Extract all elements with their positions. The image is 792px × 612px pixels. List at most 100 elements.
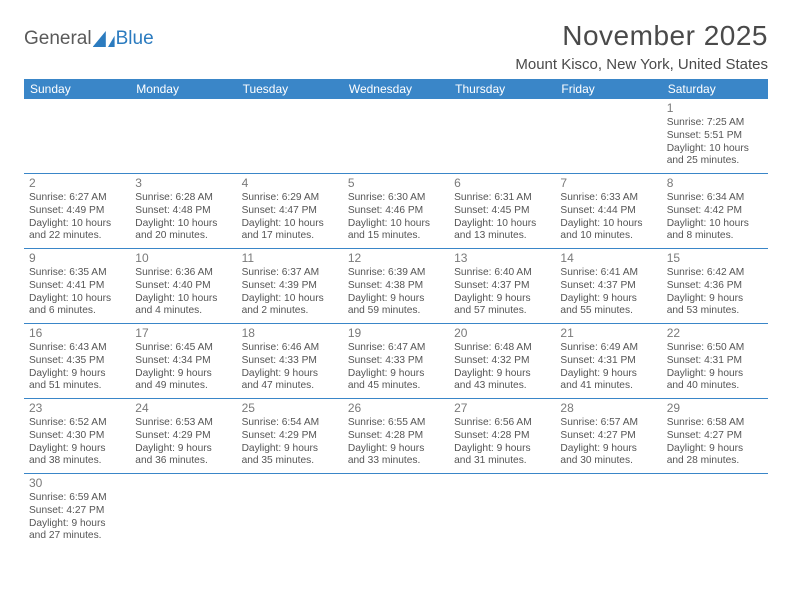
week-row: 2Sunrise: 6:27 AMSunset: 4:49 PMDaylight…	[24, 174, 768, 249]
day-detail-line: Sunset: 4:34 PM	[135, 355, 231, 368]
day-detail-line: Daylight: 9 hours	[560, 293, 656, 306]
day-detail-line: Daylight: 9 hours	[667, 443, 763, 456]
day-detail-line: Sunset: 4:30 PM	[29, 430, 125, 443]
day-header-sat: Saturday	[662, 79, 768, 99]
day-detail-line: and 4 minutes.	[135, 305, 231, 318]
day-header-tue: Tuesday	[237, 79, 343, 99]
day-number: 2	[29, 176, 125, 191]
day-detail-line: Sunrise: 6:54 AM	[242, 417, 338, 430]
day-number: 17	[135, 326, 231, 341]
day-cell	[237, 474, 343, 548]
day-number: 15	[667, 251, 763, 266]
day-detail-line: Daylight: 9 hours	[135, 443, 231, 456]
day-detail-line: and 36 minutes.	[135, 455, 231, 468]
logo-text-blue: Blue	[116, 28, 154, 50]
day-detail-line: and 6 minutes.	[29, 305, 125, 318]
day-cell: 9Sunrise: 6:35 AMSunset: 4:41 PMDaylight…	[24, 249, 130, 323]
day-number: 20	[454, 326, 550, 341]
day-detail-line: Sunset: 4:31 PM	[560, 355, 656, 368]
day-detail-line: Sunrise: 6:49 AM	[560, 342, 656, 355]
day-detail-line: Sunrise: 6:56 AM	[454, 417, 550, 430]
day-cell	[237, 99, 343, 173]
day-cell: 27Sunrise: 6:56 AMSunset: 4:28 PMDayligh…	[449, 399, 555, 473]
day-cell: 2Sunrise: 6:27 AMSunset: 4:49 PMDaylight…	[24, 174, 130, 248]
location-text: Mount Kisco, New York, United States	[515, 56, 768, 73]
day-detail-line: Sunrise: 6:27 AM	[29, 192, 125, 205]
day-cell: 3Sunrise: 6:28 AMSunset: 4:48 PMDaylight…	[130, 174, 236, 248]
day-cell	[130, 99, 236, 173]
day-detail-line: Daylight: 9 hours	[560, 368, 656, 381]
month-title: November 2025	[515, 20, 768, 52]
day-header-fri: Friday	[555, 79, 661, 99]
weeks-container: 1Sunrise: 7:25 AMSunset: 5:51 PMDaylight…	[24, 99, 768, 548]
day-detail-line: Daylight: 9 hours	[29, 368, 125, 381]
day-number: 7	[560, 176, 656, 191]
day-cell	[343, 474, 449, 548]
day-cell: 25Sunrise: 6:54 AMSunset: 4:29 PMDayligh…	[237, 399, 343, 473]
day-detail-line: and 51 minutes.	[29, 380, 125, 393]
day-detail-line: Sunrise: 6:50 AM	[667, 342, 763, 355]
day-detail-line: and 59 minutes.	[348, 305, 444, 318]
page-header: General Blue November 2025 Mount Kisco, …	[24, 20, 768, 73]
day-number: 6	[454, 176, 550, 191]
day-detail-line: Sunset: 4:46 PM	[348, 205, 444, 218]
week-row: 23Sunrise: 6:52 AMSunset: 4:30 PMDayligh…	[24, 399, 768, 474]
day-detail-line: Daylight: 10 hours	[135, 293, 231, 306]
day-detail-line: and 55 minutes.	[560, 305, 656, 318]
day-cell: 29Sunrise: 6:58 AMSunset: 4:27 PMDayligh…	[662, 399, 768, 473]
day-number: 23	[29, 401, 125, 416]
week-row: 30Sunrise: 6:59 AMSunset: 4:27 PMDayligh…	[24, 474, 768, 548]
day-detail-line: Daylight: 9 hours	[242, 443, 338, 456]
day-number: 10	[135, 251, 231, 266]
day-detail-line: Daylight: 10 hours	[135, 218, 231, 231]
day-number: 4	[242, 176, 338, 191]
day-cell: 26Sunrise: 6:55 AMSunset: 4:28 PMDayligh…	[343, 399, 449, 473]
day-header-thu: Thursday	[449, 79, 555, 99]
day-detail-line: Sunrise: 6:42 AM	[667, 267, 763, 280]
day-detail-line: Sunrise: 6:46 AM	[242, 342, 338, 355]
day-detail-line: and 15 minutes.	[348, 230, 444, 243]
logo: General Blue	[24, 28, 154, 50]
day-cell: 1Sunrise: 7:25 AMSunset: 5:51 PMDaylight…	[662, 99, 768, 173]
day-detail-line: and 25 minutes.	[667, 155, 763, 168]
day-detail-line: Sunset: 4:38 PM	[348, 280, 444, 293]
day-detail-line: Sunset: 4:28 PM	[454, 430, 550, 443]
day-detail-line: Sunset: 4:31 PM	[667, 355, 763, 368]
day-cell: 6Sunrise: 6:31 AMSunset: 4:45 PMDaylight…	[449, 174, 555, 248]
day-cell	[555, 474, 661, 548]
day-detail-line: Sunset: 4:29 PM	[135, 430, 231, 443]
day-detail-line: Sunrise: 6:28 AM	[135, 192, 231, 205]
day-detail-line: Daylight: 10 hours	[667, 218, 763, 231]
day-number: 11	[242, 251, 338, 266]
day-cell: 15Sunrise: 6:42 AMSunset: 4:36 PMDayligh…	[662, 249, 768, 323]
day-detail-line: and 43 minutes.	[454, 380, 550, 393]
day-cell	[24, 99, 130, 173]
day-detail-line: Daylight: 9 hours	[29, 443, 125, 456]
day-detail-line: Sunset: 4:45 PM	[454, 205, 550, 218]
day-detail-line: Sunrise: 6:55 AM	[348, 417, 444, 430]
day-detail-line: Daylight: 9 hours	[454, 443, 550, 456]
day-number: 8	[667, 176, 763, 191]
day-detail-line: Sunset: 4:36 PM	[667, 280, 763, 293]
day-detail-line: Sunrise: 6:52 AM	[29, 417, 125, 430]
day-detail-line: Sunset: 4:27 PM	[560, 430, 656, 443]
day-detail-line: Sunrise: 6:36 AM	[135, 267, 231, 280]
sail-icon	[93, 31, 115, 47]
day-detail-line: Sunrise: 6:29 AM	[242, 192, 338, 205]
day-detail-line: and 8 minutes.	[667, 230, 763, 243]
day-detail-line: and 31 minutes.	[454, 455, 550, 468]
calendar-page: General Blue November 2025 Mount Kisco, …	[0, 0, 792, 568]
day-detail-line: and 45 minutes.	[348, 380, 444, 393]
day-cell: 7Sunrise: 6:33 AMSunset: 4:44 PMDaylight…	[555, 174, 661, 248]
day-cell: 28Sunrise: 6:57 AMSunset: 4:27 PMDayligh…	[555, 399, 661, 473]
day-cell	[449, 99, 555, 173]
day-detail-line: Daylight: 9 hours	[348, 368, 444, 381]
day-detail-line: and 20 minutes.	[135, 230, 231, 243]
day-cell: 10Sunrise: 6:36 AMSunset: 4:40 PMDayligh…	[130, 249, 236, 323]
day-cell: 20Sunrise: 6:48 AMSunset: 4:32 PMDayligh…	[449, 324, 555, 398]
day-detail-line: Sunrise: 6:31 AM	[454, 192, 550, 205]
day-number: 12	[348, 251, 444, 266]
day-cell: 21Sunrise: 6:49 AMSunset: 4:31 PMDayligh…	[555, 324, 661, 398]
day-number: 14	[560, 251, 656, 266]
day-cell: 24Sunrise: 6:53 AMSunset: 4:29 PMDayligh…	[130, 399, 236, 473]
